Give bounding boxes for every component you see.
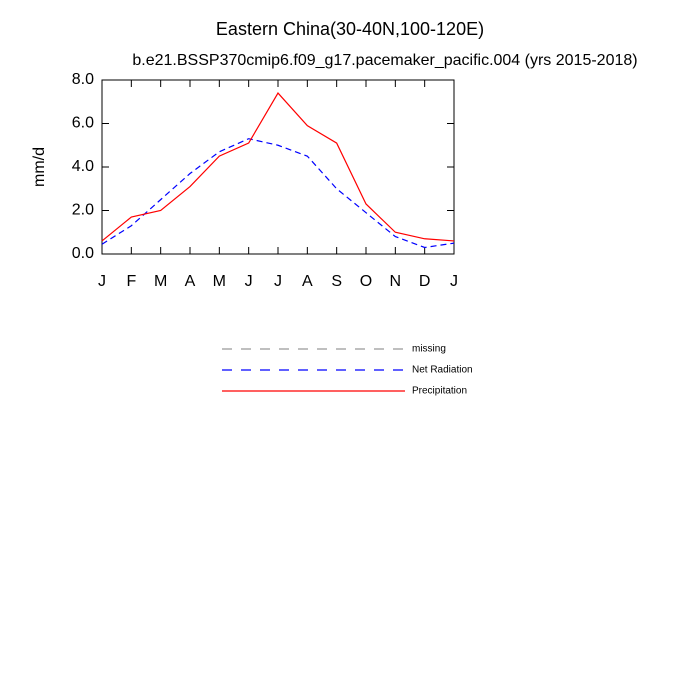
x-tick-label: J xyxy=(274,273,282,290)
legend-label: Precipitation xyxy=(412,386,467,397)
series-line xyxy=(101,92,455,242)
legend-label: Net Radiation xyxy=(412,365,473,376)
x-tick-label: M xyxy=(154,273,167,290)
x-tick-label: F xyxy=(126,273,136,290)
x-tick-label: A xyxy=(185,273,196,290)
y-tick-label: 8.0 xyxy=(72,71,94,88)
y-tick-label: 6.0 xyxy=(72,115,94,132)
chart-title: Eastern China(30-40N,100-120E) xyxy=(216,19,484,39)
x-tick-label: N xyxy=(390,273,402,290)
plot-frame xyxy=(101,79,455,255)
x-tick-label: M xyxy=(213,273,226,290)
x-tick-label: S xyxy=(331,273,342,290)
x-tick-label: J xyxy=(450,273,458,290)
y-tick-label: 0.0 xyxy=(72,245,94,262)
x-tick-label: A xyxy=(302,273,313,290)
y-tick-label: 4.0 xyxy=(72,158,94,175)
x-tick-label: J xyxy=(98,273,106,290)
x-tick-label: O xyxy=(360,273,372,290)
y-tick-label: 2.0 xyxy=(72,202,94,219)
x-tick-label: J xyxy=(245,273,253,290)
series-line xyxy=(101,138,455,249)
x-tick-label: D xyxy=(419,273,431,290)
legend-label: missing xyxy=(412,344,446,355)
y-axis-label: mm/d xyxy=(31,147,48,187)
chart-subtitle: b.e21.BSSP370cmip6.f09_g17.pacemaker_pac… xyxy=(132,52,637,69)
